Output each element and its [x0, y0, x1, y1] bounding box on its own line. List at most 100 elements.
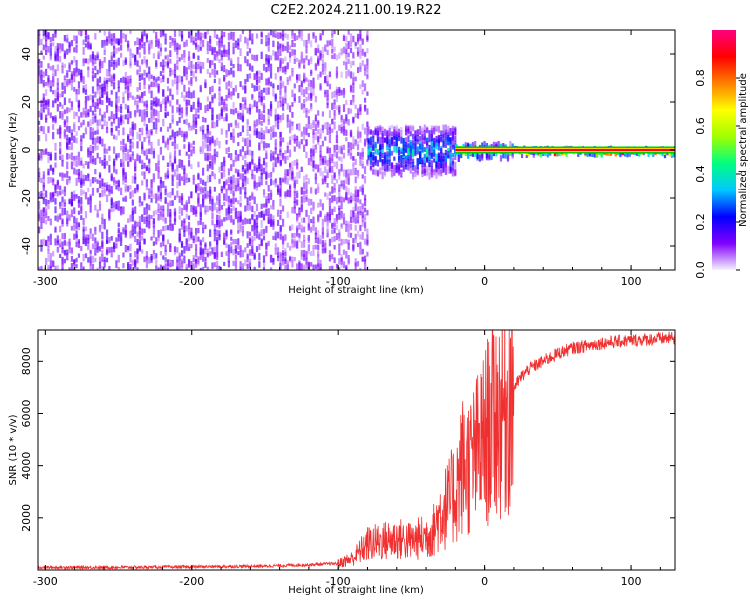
spectrogram-cell [331, 54, 334, 59]
spectrogram-cell [47, 63, 50, 69]
spectrogram-cell [218, 141, 221, 149]
spectrogram-cell [349, 47, 353, 54]
spectrogram-cell [202, 116, 205, 123]
spectrogram-cell [276, 256, 280, 262]
spectrogram-cell [169, 100, 172, 107]
spectrogram-cell [303, 234, 306, 242]
spectrogram-cell [141, 214, 144, 222]
spectrogram-cell [218, 230, 221, 238]
spectrogram-cell [227, 146, 230, 152]
spectrogram-cell [388, 166, 391, 172]
spectrogram-cell [66, 126, 69, 132]
spectrogram-cell [112, 33, 116, 38]
spectrogram-cell [239, 202, 242, 207]
spectrogram-cell [164, 47, 167, 52]
spectrogram-cell [169, 208, 172, 217]
spectrogram-cell [428, 134, 431, 143]
spectrogram-cell [129, 156, 132, 162]
spectrogram-cell [288, 105, 292, 113]
spectrogram-cell [38, 77, 41, 84]
spectrogram-cell [230, 132, 233, 138]
spectrogram-cell [276, 66, 280, 73]
spectrogram-cell [199, 177, 202, 184]
spectrogram-cell [143, 109, 146, 114]
spectrogram-cell [66, 153, 69, 160]
spectrogram-cell [61, 104, 64, 109]
spectrogram-cell [122, 197, 125, 202]
spectrogram-cell [197, 220, 200, 226]
spectrogram-cell [216, 260, 219, 268]
spectrogram-cell [363, 207, 367, 213]
spectrogram-cell [155, 109, 158, 117]
spectrogram-cell [246, 255, 249, 263]
spectrogram-cell [75, 41, 78, 48]
spectrogram-cell [202, 194, 205, 202]
spectrogram-cell [61, 218, 64, 224]
spectrogram-cell [310, 40, 313, 48]
spectrogram-cell [218, 265, 221, 270]
spectrogram-cell [310, 218, 313, 224]
spectrogram-cell [63, 190, 66, 197]
spectrogram-cell [267, 46, 270, 52]
spectrogram-cell [324, 76, 327, 83]
spectrogram-cell [321, 111, 324, 117]
spectrogram-cell [91, 95, 95, 103]
spectrogram-cell [383, 137, 387, 143]
spectrogram-cell [110, 199, 113, 206]
spectrogram-cell [143, 56, 146, 64]
spectrogram-cell [141, 201, 144, 206]
spectrogram-cell [296, 123, 299, 130]
spectrogram-cell [267, 32, 270, 40]
spectrogram-cell [286, 41, 289, 46]
spectrogram-cell [376, 159, 380, 167]
spectrogram-cell [303, 39, 306, 47]
spectrogram-cell [42, 215, 45, 224]
spectrogram-cell [402, 157, 405, 165]
spectrogram-cell [68, 98, 71, 104]
spectrogram-cell [96, 246, 99, 253]
spectrogram-cell [363, 259, 367, 267]
spectrogram-cell [342, 261, 346, 269]
spectrogram-cell [136, 238, 139, 245]
spectrogram-cell [430, 141, 433, 147]
spectrogram-cell [42, 107, 45, 113]
spectrogram-cell [416, 166, 419, 173]
spectrogram-cell [234, 265, 238, 270]
spectrogram-cell [361, 221, 364, 227]
spectrogram-cell [265, 225, 268, 233]
spectrogram-cell [211, 46, 214, 55]
spectrogram-cell [94, 106, 97, 113]
spectrogram-cell [136, 87, 139, 92]
spectrogram-cell [262, 95, 266, 101]
spectrogram-cell [232, 63, 235, 69]
spectrogram-cell [366, 30, 369, 37]
spectrogram-cell [449, 169, 452, 174]
spectrogram-cell [131, 199, 134, 206]
spectrogram-cell [70, 209, 74, 218]
spectrogram-cell [80, 122, 83, 128]
spectrogram-cell [145, 100, 148, 108]
spectrogram-cell [105, 105, 109, 113]
spectrogram-cell [115, 243, 118, 249]
spectrogram-cell [105, 160, 109, 166]
spectrogram-cell [206, 205, 209, 213]
spectrogram-cell [197, 161, 200, 168]
spectrogram-cell [185, 100, 188, 106]
spectrogram-cell [366, 64, 369, 70]
spectrogram-cell [110, 173, 113, 181]
spectrogram-cell [56, 235, 59, 243]
spectrogram-cell [192, 121, 195, 129]
spectrogram-cell [68, 238, 71, 246]
spectrogram-cell [440, 148, 443, 155]
spectrogram-cell [190, 163, 193, 170]
spectrogram-cell [279, 89, 282, 96]
spectrogram-cell [84, 110, 88, 118]
spectrogram-cell [204, 205, 207, 212]
spectrogram-cell [352, 60, 355, 66]
spectrogram-cell [223, 240, 226, 245]
spectrogram-cell [354, 258, 357, 264]
spectrogram-cell [437, 169, 440, 177]
spectrogram-cell [129, 138, 132, 144]
spectrogram-cell [442, 156, 445, 162]
spectrogram-cell [148, 220, 151, 229]
